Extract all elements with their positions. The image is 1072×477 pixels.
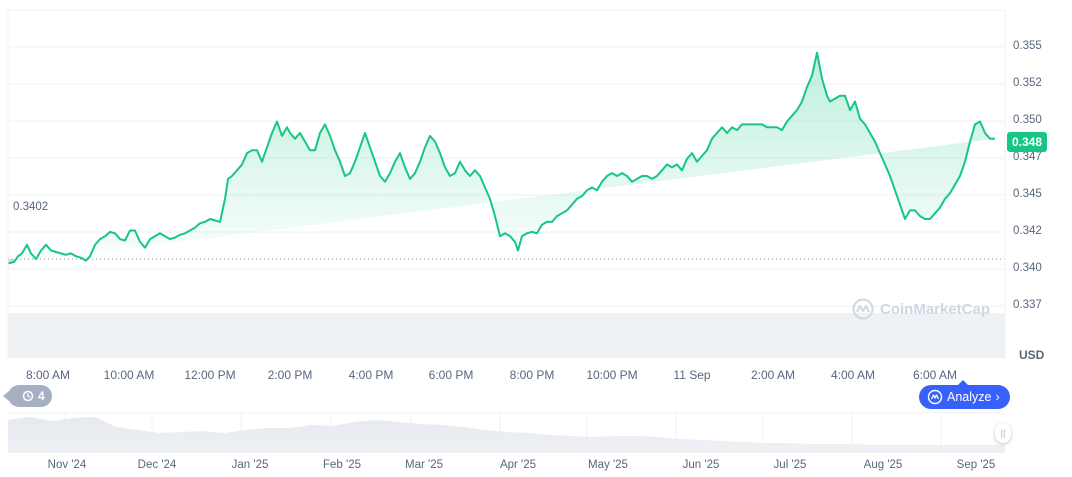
x-tick-label: 6:00 AM: [912, 368, 958, 382]
month-tick-label: Feb '25: [323, 459, 361, 471]
chevron-right-icon: ›: [995, 390, 1000, 404]
history-count: 4: [38, 389, 45, 403]
grid-lines: [8, 9, 1005, 307]
navigator-drag-handle[interactable]: ||: [995, 423, 1011, 443]
y-tick-label: 0.345: [1013, 188, 1042, 200]
month-tick-label: Sep '25: [956, 459, 996, 471]
volume-bars: [8, 313, 1005, 358]
month-tick-label: Aug '25: [863, 459, 903, 471]
analyze-ai-icon: [927, 389, 943, 405]
x-tick-label: 11 Sep: [673, 368, 711, 382]
y-tick-label: 0.347: [1013, 151, 1042, 163]
y-tick-label: 0.337: [1013, 299, 1042, 311]
month-tick-label: May '25: [588, 459, 628, 471]
y-tick-label: 0.350: [1013, 114, 1042, 126]
analyze-button[interactable]: Analyze ›: [919, 380, 1010, 409]
x-tick-label: 2:00 AM: [750, 368, 796, 382]
watermark-text: CoinMarketCap: [880, 300, 991, 318]
y-tick-label: 0.355: [1013, 40, 1042, 52]
month-tick-label: Dec '24: [137, 459, 177, 471]
y-tick-label: 0.342: [1013, 225, 1042, 237]
analyze-label: Analyze: [947, 390, 992, 404]
y-tick-label: 0.340: [1013, 262, 1042, 274]
coinmarketcap-watermark: CoinMarketCap: [852, 298, 990, 320]
x-tick-label: 8:00 PM: [509, 368, 555, 382]
x-tick-label: 10:00 AM: [103, 368, 155, 382]
open-price-label: 0.3402: [13, 201, 49, 213]
x-tick-label: 2:00 PM: [267, 368, 313, 382]
month-tick-label: Jul '25: [773, 459, 807, 471]
history-clock-icon: [22, 390, 34, 402]
month-tick-label: Jun '25: [682, 459, 720, 471]
month-tick-label: Apr '25: [499, 459, 537, 471]
y-tick-label: 0.352: [1013, 77, 1042, 89]
history-button[interactable]: 4: [3, 385, 52, 407]
x-tick-label: 12:00 PM: [184, 368, 236, 382]
coinmarketcap-logo-icon: [852, 298, 874, 320]
month-tick-label: Mar '25: [405, 459, 443, 471]
x-tick-label: 4:00 PM: [348, 368, 394, 382]
month-tick-label: Jan '25: [231, 459, 269, 471]
price-line: [7, 51, 995, 265]
month-tick-label: Nov '24: [47, 459, 87, 471]
navigator-area[interactable]: [8, 417, 1005, 453]
currency-label: USD: [1019, 348, 1045, 362]
x-tick-label: 4:00 AM: [830, 368, 876, 382]
x-tick-label: 6:00 PM: [428, 368, 474, 382]
current-price-badge: 0.348: [1007, 132, 1047, 152]
price-area: [8, 52, 995, 264]
x-tick-label: 10:00 PM: [586, 368, 638, 382]
x-tick-label: 8:00 AM: [25, 368, 71, 382]
